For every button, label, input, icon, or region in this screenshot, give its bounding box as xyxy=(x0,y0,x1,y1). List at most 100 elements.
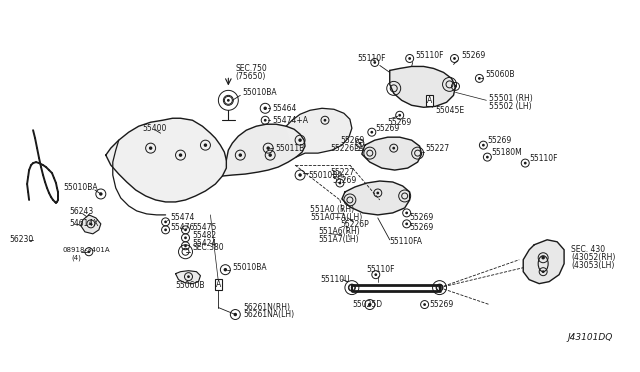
Text: 55476: 55476 xyxy=(171,223,195,232)
Circle shape xyxy=(453,57,456,60)
Text: 55010BA: 55010BA xyxy=(232,263,267,272)
Text: 55269: 55269 xyxy=(388,118,412,127)
Circle shape xyxy=(392,147,395,150)
Text: 55269: 55269 xyxy=(410,214,434,222)
Text: 55269: 55269 xyxy=(429,300,454,309)
Circle shape xyxy=(376,192,379,194)
Circle shape xyxy=(184,237,187,239)
Polygon shape xyxy=(286,108,352,157)
Circle shape xyxy=(374,273,377,276)
Circle shape xyxy=(438,286,440,289)
Text: 55180M: 55180M xyxy=(492,148,522,157)
Text: SEC.380: SEC.380 xyxy=(193,243,224,252)
Circle shape xyxy=(482,144,484,147)
Text: 55226PA: 55226PA xyxy=(330,144,364,153)
Text: 56230: 56230 xyxy=(9,235,33,244)
Circle shape xyxy=(408,57,411,60)
Text: 55474+A: 55474+A xyxy=(272,116,308,125)
Circle shape xyxy=(371,131,373,134)
Circle shape xyxy=(478,77,481,80)
Text: (75650): (75650) xyxy=(236,72,266,81)
Text: 54614X: 54614X xyxy=(69,219,99,228)
Text: 55501 (RH): 55501 (RH) xyxy=(490,94,533,103)
Text: 55060B: 55060B xyxy=(175,281,205,290)
Circle shape xyxy=(184,244,187,247)
Text: A: A xyxy=(216,280,221,289)
Text: 55269: 55269 xyxy=(488,136,511,145)
Circle shape xyxy=(398,114,401,117)
Polygon shape xyxy=(362,137,422,170)
Text: 55475: 55475 xyxy=(193,223,217,232)
Text: 55010BA: 55010BA xyxy=(308,170,342,180)
Text: (43052(RH): (43052(RH) xyxy=(571,253,616,262)
Circle shape xyxy=(268,153,272,157)
Circle shape xyxy=(298,138,302,142)
Polygon shape xyxy=(222,124,305,176)
Text: 55060B: 55060B xyxy=(485,70,515,79)
Circle shape xyxy=(88,250,90,253)
Text: 56261NA(LH): 56261NA(LH) xyxy=(243,310,294,319)
Circle shape xyxy=(223,268,227,272)
Circle shape xyxy=(264,106,267,110)
Text: 55269: 55269 xyxy=(332,176,356,185)
Text: 55010BA: 55010BA xyxy=(63,183,97,192)
Circle shape xyxy=(234,313,237,316)
Text: 55482: 55482 xyxy=(193,231,216,240)
Circle shape xyxy=(373,61,376,64)
Polygon shape xyxy=(106,118,227,202)
Text: 55424: 55424 xyxy=(193,239,217,248)
Text: 55400: 55400 xyxy=(143,124,167,133)
Circle shape xyxy=(339,182,341,185)
Text: 55464: 55464 xyxy=(272,104,296,113)
Circle shape xyxy=(264,119,267,122)
Text: 56243: 56243 xyxy=(69,208,93,217)
Text: 551A7(LH): 551A7(LH) xyxy=(318,235,358,244)
Circle shape xyxy=(179,153,182,157)
Circle shape xyxy=(358,142,361,145)
Circle shape xyxy=(405,212,408,214)
Text: A: A xyxy=(427,96,432,105)
Polygon shape xyxy=(390,67,456,107)
Text: 551A6(RH): 551A6(RH) xyxy=(318,227,360,236)
Circle shape xyxy=(227,99,230,102)
Text: 55110F: 55110F xyxy=(358,54,387,63)
Text: (43053(LH): (43053(LH) xyxy=(571,261,614,270)
Text: 551A0+A(LH): 551A0+A(LH) xyxy=(310,214,362,222)
Text: 55226P: 55226P xyxy=(340,220,369,230)
Text: 55110F: 55110F xyxy=(415,51,444,60)
Circle shape xyxy=(187,275,190,278)
Text: SEC. 430: SEC. 430 xyxy=(571,245,605,254)
Text: 55502 (LH): 55502 (LH) xyxy=(490,102,532,111)
Circle shape xyxy=(486,156,489,158)
Circle shape xyxy=(541,256,545,260)
Polygon shape xyxy=(175,271,200,283)
Circle shape xyxy=(405,222,408,225)
Circle shape xyxy=(423,303,426,306)
Text: 55110F: 55110F xyxy=(367,265,396,274)
Text: J43101DQ: J43101DQ xyxy=(567,333,612,342)
Circle shape xyxy=(266,147,270,150)
Text: (4): (4) xyxy=(71,254,81,261)
Circle shape xyxy=(99,192,102,196)
Text: 08918-3401A: 08918-3401A xyxy=(63,247,111,253)
Text: 55045E: 55045E xyxy=(436,106,465,115)
Circle shape xyxy=(454,85,457,88)
Text: 55110F: 55110F xyxy=(529,154,557,163)
Text: 55010BA: 55010BA xyxy=(243,88,277,97)
Text: 55269: 55269 xyxy=(410,223,434,232)
Circle shape xyxy=(204,144,207,147)
Text: 55025D: 55025D xyxy=(352,300,382,309)
Text: 55474: 55474 xyxy=(171,214,195,222)
Text: 55011B: 55011B xyxy=(275,144,305,153)
Text: 55269: 55269 xyxy=(340,136,364,145)
Circle shape xyxy=(164,221,167,223)
Circle shape xyxy=(149,147,152,150)
Circle shape xyxy=(542,270,545,273)
Text: 55227: 55227 xyxy=(426,144,450,153)
Text: 55110FA: 55110FA xyxy=(390,237,423,246)
Polygon shape xyxy=(81,215,101,234)
Text: 56261N(RH): 56261N(RH) xyxy=(243,303,291,312)
Circle shape xyxy=(184,228,187,231)
Text: 55110U: 55110U xyxy=(320,275,349,284)
Circle shape xyxy=(164,228,167,231)
